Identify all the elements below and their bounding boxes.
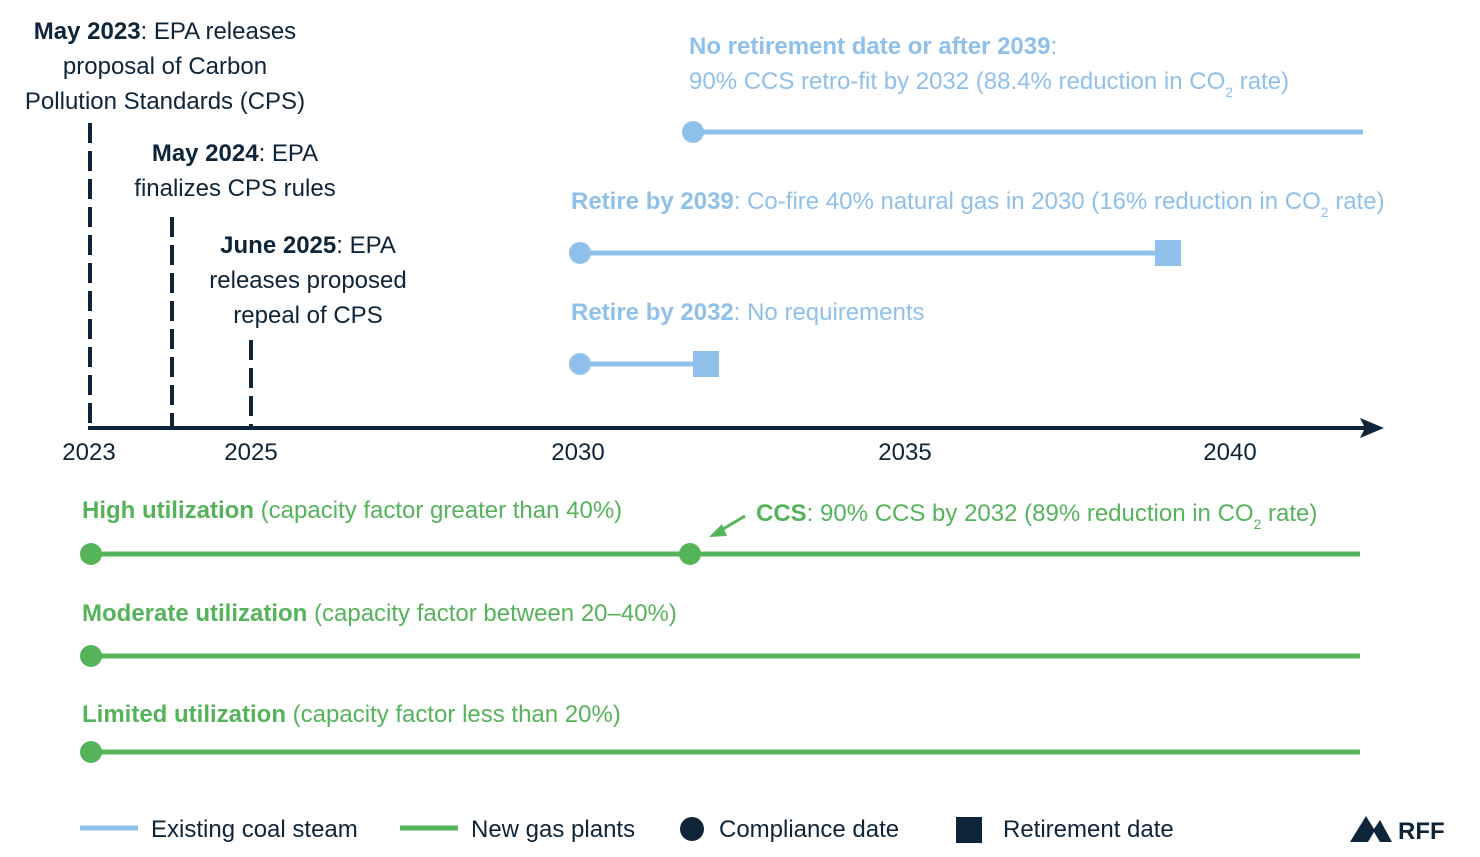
- ccs-note-rest: : 90% CCS by 2032 (89% reduction in CO: [807, 500, 1254, 527]
- gas-limited-compliance-dot: [80, 741, 102, 763]
- event-2024-line2: finalizes CPS rules: [134, 175, 335, 202]
- tick-label-2035: 2035: [878, 439, 931, 466]
- gas-high-compliance-dot: [80, 543, 102, 565]
- gas-moderate-compliance-dot: [80, 645, 102, 667]
- legend-retirement-square: [956, 817, 982, 843]
- tick-label-2040: 2040: [1203, 439, 1256, 466]
- legend: Existing coal steam New gas plants Compl…: [80, 816, 1174, 843]
- coal-no-retirement-bold: No retirement date or after 2039: [689, 33, 1050, 60]
- gas-high-rest: (capacity factor greater than 40%): [254, 497, 622, 524]
- coal-retire-2039-post: rate): [1329, 188, 1385, 215]
- gas-high-utilization: High utilization (capacity factor greate…: [80, 497, 1360, 565]
- coal-retire-2039-compliance-dot: [569, 242, 591, 264]
- legend-compliance-label: Compliance date: [719, 816, 899, 843]
- coal-no-retirement-sub: 2: [1225, 84, 1233, 100]
- coal-retire-2032-retirement-square: [693, 351, 719, 377]
- svg-text:90% CCS retro-fit by 2032 (88.: 90% CCS retro-fit by 2032 (88.4% reducti…: [689, 68, 1289, 100]
- ccs-arrowhead: [709, 524, 727, 537]
- svg-text:May 2023: EPA releases: May 2023: EPA releases: [34, 18, 296, 45]
- svg-text:Moderate utilization (capacity: Moderate utilization (capacity factor be…: [82, 600, 677, 627]
- coal-no-retirement-line2: 90% CCS retro-fit by 2032 (88.4% reducti…: [689, 68, 1225, 95]
- event-2024: May 2024: EPA finalizes CPS rules: [134, 140, 335, 202]
- rff-logo-text: RFF: [1398, 818, 1445, 845]
- gas-moderate-utilization: Moderate utilization (capacity factor be…: [80, 600, 1360, 667]
- svg-text:No retirement date or after 20: No retirement date or after 2039:: [689, 33, 1057, 60]
- svg-text:High utilization (capacity fac: High utilization (capacity factor greate…: [82, 497, 622, 524]
- event-2023-rest: : EPA releases: [141, 18, 297, 45]
- gas-limited-bold: Limited utilization: [82, 701, 286, 728]
- svg-text:June 2025: EPA: June 2025: EPA: [220, 232, 396, 259]
- rff-logo: RFF: [1350, 816, 1445, 845]
- event-2023-line2: proposal of Carbon: [63, 53, 267, 80]
- event-2023-bold: May 2023: [34, 18, 141, 45]
- svg-text:Retire by 2032: No requirement: Retire by 2032: No requirements: [571, 299, 925, 326]
- coal-retire-2039: Retire by 2039: Co-fire 40% natural gas …: [569, 188, 1385, 266]
- tick-label-2023: 2023: [62, 439, 115, 466]
- coal-retire-2039-bold: Retire by 2039: [571, 188, 734, 215]
- ccs-note-bold: CCS: [756, 500, 807, 527]
- event-2023-line3: Pollution Standards (CPS): [25, 88, 305, 115]
- svg-text:May 2024: EPA: May 2024: EPA: [152, 140, 318, 167]
- ccs-note-post: rate): [1261, 500, 1317, 527]
- coal-no-retirement-rest: :: [1050, 33, 1057, 60]
- coal-retire-2039-sub: 2: [1321, 204, 1329, 220]
- coal-retire-2039-rest: : Co-fire 40% natural gas in 2030 (16% r…: [734, 188, 1321, 215]
- coal-retire-2032-bold: Retire by 2032: [571, 299, 734, 326]
- svg-text:Limited utilization (capacity: Limited utilization (capacity factor les…: [82, 701, 621, 728]
- event-2023: May 2023: EPA releases proposal of Carbo…: [25, 18, 305, 115]
- axis-ticks: 2023 2025 2030 2035 2040: [62, 439, 1256, 466]
- event-2025-bold: June 2025: [220, 232, 336, 259]
- legend-retirement-label: Retirement date: [1003, 816, 1174, 843]
- coal-retire-2032-compliance-dot: [569, 353, 591, 375]
- gas-moderate-rest: (capacity factor between 20–40%): [307, 600, 677, 627]
- rff-logo-mark: [1350, 816, 1392, 842]
- tick-label-2030: 2030: [551, 439, 604, 466]
- gas-limited-utilization: Limited utilization (capacity factor les…: [80, 701, 1360, 763]
- event-2025-line3: repeal of CPS: [233, 302, 382, 329]
- event-2024-bold: May 2024: [152, 140, 259, 167]
- event-2025-rest: : EPA: [336, 232, 396, 259]
- legend-existing-coal-label: Existing coal steam: [151, 816, 358, 843]
- svg-text:Retire by 2039: Co-fire 40% na: Retire by 2039: Co-fire 40% natural gas …: [571, 188, 1385, 220]
- svg-text:CCS: 90% CCS by 2032 (89% redu: CCS: 90% CCS by 2032 (89% reduction in C…: [756, 500, 1317, 532]
- gas-limited-rest: (capacity factor less than 20%): [286, 701, 621, 728]
- coal-no-retirement-post: rate): [1233, 68, 1289, 95]
- tick-label-2025: 2025: [224, 439, 277, 466]
- gas-high-bold: High utilization: [82, 497, 254, 524]
- coal-retire-2039-retirement-square: [1155, 240, 1181, 266]
- event-2025-line2: releases proposed: [209, 267, 406, 294]
- ccs-note-sub: 2: [1254, 516, 1262, 532]
- gas-high-ccs-dot: [679, 543, 701, 565]
- event-2024-rest: : EPA: [259, 140, 319, 167]
- legend-new-gas-label: New gas plants: [471, 816, 635, 843]
- axis-arrowhead: [1360, 418, 1384, 438]
- legend-compliance-dot: [680, 817, 704, 841]
- coal-retire-2032-rest: : No requirements: [734, 299, 925, 326]
- gas-moderate-bold: Moderate utilization: [82, 600, 307, 627]
- coal-no-retirement: No retirement date or after 2039: 90% CC…: [682, 33, 1363, 143]
- event-2025: June 2025: EPA releases proposed repeal …: [209, 232, 406, 329]
- coal-retire-2032: Retire by 2032: No requirements: [569, 299, 925, 377]
- coal-no-retirement-compliance-dot: [682, 121, 704, 143]
